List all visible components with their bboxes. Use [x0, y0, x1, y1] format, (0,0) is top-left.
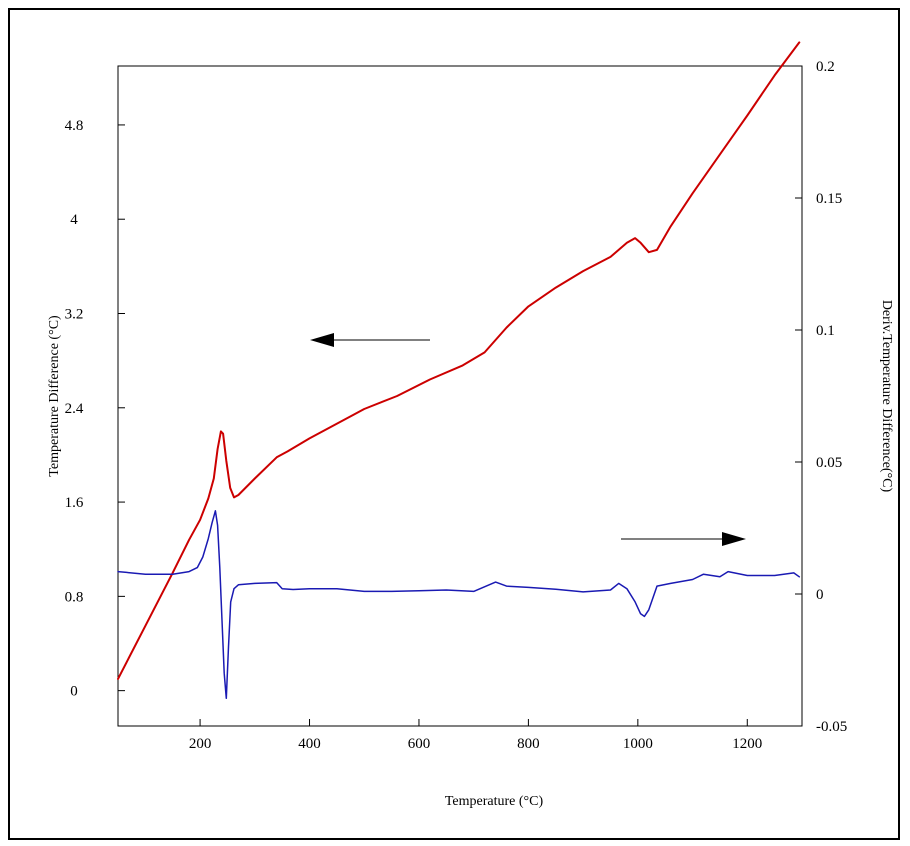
x-tick-label: 200 [189, 736, 212, 752]
left-y-tick-label: 0.8 [65, 589, 84, 605]
left-y-axis: 0 0.8 1.6 2.4 3.2 4 4.8 [65, 118, 125, 700]
right-y-tick-label: 0 [816, 587, 824, 603]
x-tick-label: 800 [517, 736, 540, 752]
right-y-tick-label: -0.05 [816, 719, 847, 735]
left-y-tick-label: 4.8 [65, 118, 84, 134]
arrow-left-annotation [310, 333, 430, 347]
chart-frame [8, 8, 900, 840]
x-tick-label: 1200 [732, 736, 762, 752]
left-y-tick-label: 4 [70, 212, 78, 228]
left-y-tick-label: 1.6 [65, 495, 84, 511]
x-tick-label: 1000 [623, 736, 653, 752]
x-tick-label: 400 [298, 736, 321, 752]
arrow-right-annotation [621, 532, 746, 546]
x-axis-title: Temperature (°C) [445, 794, 544, 809]
right-y-tick-label: 0.05 [816, 455, 842, 471]
deriv-temp-diff-line [117, 510, 801, 700]
right-y-tick-label: 0.15 [816, 191, 842, 207]
x-tick-label: 600 [408, 736, 431, 752]
temp-diff-line [117, 41, 801, 680]
right-y-tick-label: 0.1 [816, 323, 835, 339]
right-y-axis-title: Deriv.Temperature Difference(°C) [879, 300, 894, 493]
left-y-tick-label: 0 [70, 684, 78, 700]
left-y-axis-title: Temperature Difference (°C) [47, 315, 62, 477]
left-y-tick-label: 2.4 [65, 401, 84, 417]
right-y-axis: -0.05 0 0.05 0.1 0.15 0.2 [795, 59, 847, 735]
plot-area [117, 65, 803, 727]
series-layer [117, 41, 801, 700]
right-y-tick-label: 0.2 [816, 59, 835, 75]
left-y-tick-label: 3.2 [65, 307, 84, 323]
x-axis: 200 400 600 800 1000 1200 [189, 719, 762, 752]
